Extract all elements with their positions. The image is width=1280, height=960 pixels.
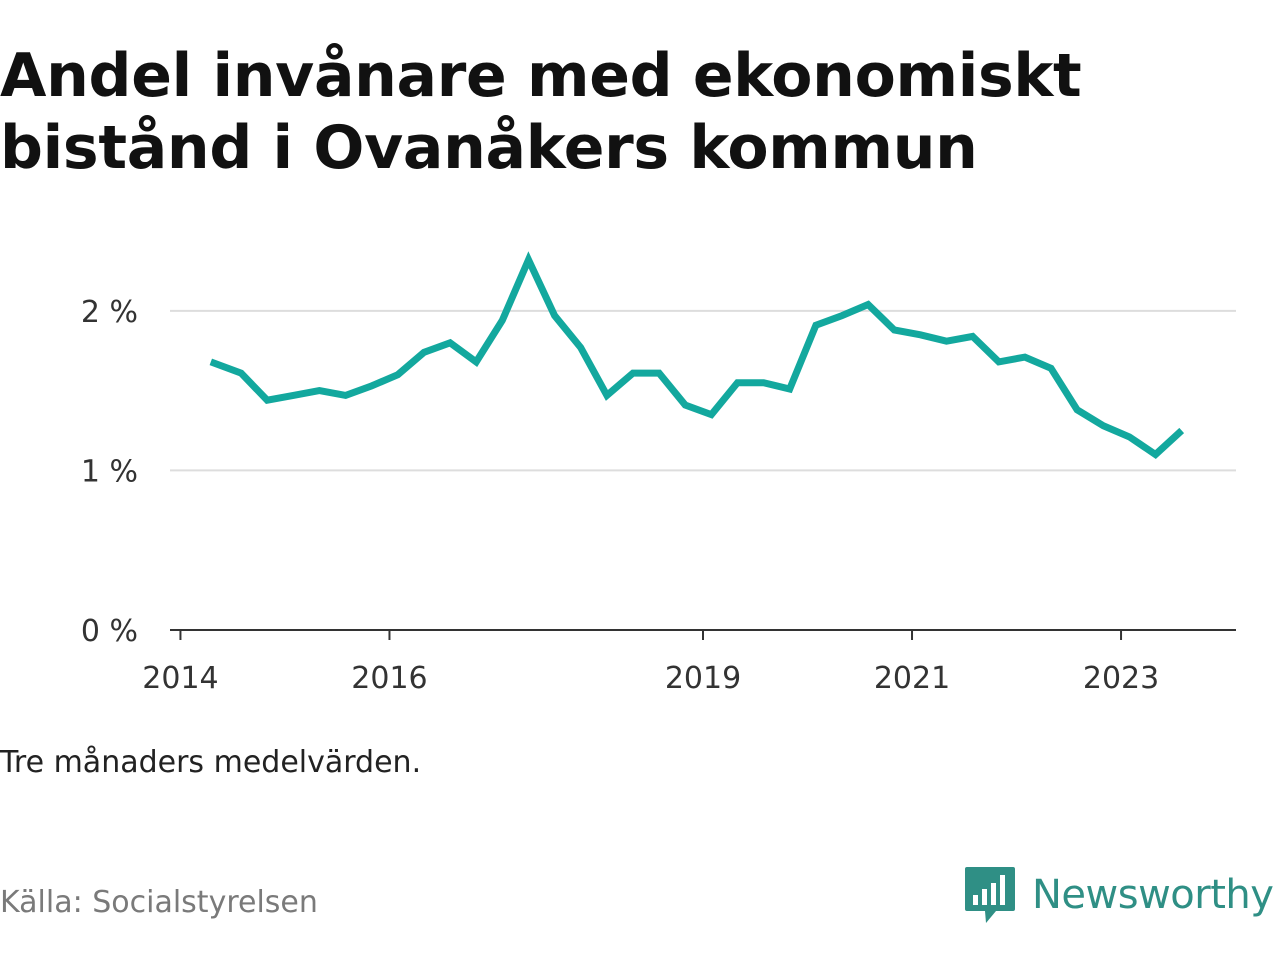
x-tick-label: 2016	[351, 661, 427, 696]
source-label: Källa: Socialstyrelsen	[0, 885, 318, 920]
brand-name: Newsworthy	[1032, 872, 1274, 918]
y-axis-labels: 0 % 1 % 2 %	[81, 295, 138, 649]
y-tick-label: 0 %	[81, 614, 138, 649]
x-tick-label: 2023	[1083, 661, 1159, 696]
x-tick-label: 2019	[665, 661, 741, 696]
x-tick-label: 2021	[874, 661, 950, 696]
x-tick-label: 2014	[142, 661, 218, 696]
grid-lines	[170, 309, 1236, 472]
series-line	[209, 251, 1185, 459]
x-axis	[170, 629, 1236, 640]
x-axis-labels: 2014 2016 2019 2021 2023	[142, 661, 1159, 696]
series-layer	[209, 251, 1185, 459]
chart-title: Andel invånare med ekonomiskt bistånd i …	[0, 41, 1082, 183]
y-tick-label: 2 %	[81, 295, 138, 330]
brand-logo[interactable]: Newsworthy	[964, 864, 1274, 926]
chart-note: Tre månaders medelvärden.	[0, 745, 422, 780]
y-tick-label: 1 %	[81, 454, 138, 489]
bar-chart-speech-bubble-icon	[965, 867, 1015, 923]
